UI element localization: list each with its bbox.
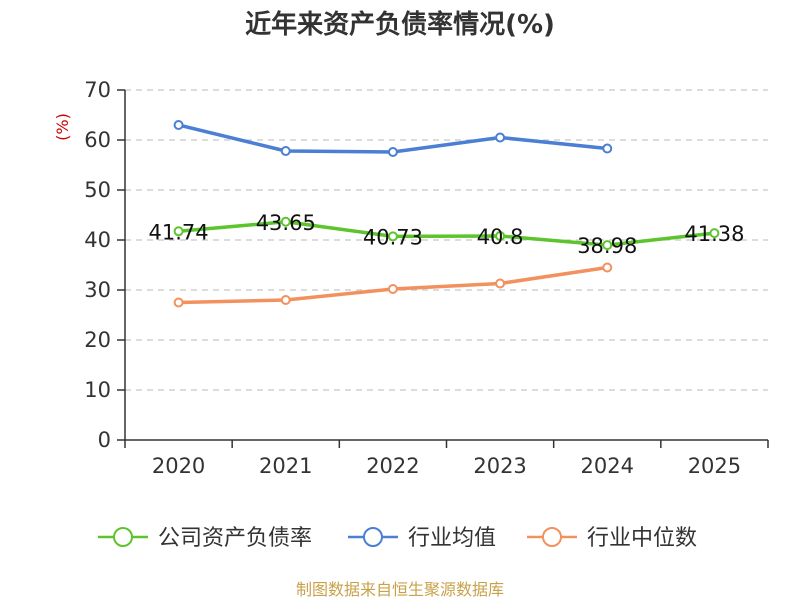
data-label: 43.65 [256, 211, 316, 235]
x-tick-label: 2023 [473, 454, 526, 478]
series-line-0 [178, 220, 715, 247]
y-tick-label: 70 [84, 78, 111, 102]
data-label: 41.74 [149, 220, 209, 244]
data-point [602, 240, 613, 251]
data-point [387, 284, 398, 294]
data-label: 40.73 [363, 225, 423, 249]
data-label: 40.8 [477, 225, 524, 249]
y-tick-label: 50 [84, 178, 111, 202]
x-tick-label: 2024 [581, 454, 634, 478]
data-point [387, 231, 398, 242]
data-point [280, 216, 291, 227]
data-point [173, 120, 184, 130]
data-point [495, 278, 506, 289]
data-point [709, 228, 720, 239]
legend-label: 行业均值 [408, 526, 496, 551]
chart-title: 近年来资产负债率情况(%) [245, 9, 555, 40]
x-tick-label: 2021 [259, 454, 312, 478]
data-point [602, 262, 613, 273]
series [173, 120, 720, 308]
legend-marker [113, 527, 133, 547]
y-tick-label: 60 [84, 128, 111, 152]
legend-label: 行业中位数 [587, 526, 697, 551]
y-tick-label: 40 [84, 228, 111, 252]
y-axis-label: (%) [53, 113, 72, 141]
y-tick-label: 20 [84, 328, 111, 352]
x-tick-label: 2022 [366, 454, 419, 478]
data-point [173, 226, 184, 237]
x-tick-label: 2025 [688, 454, 741, 478]
grid [125, 89, 768, 391]
legend: 公司资产负债率 行业均值 行业中位数 [98, 526, 697, 551]
data-point [173, 297, 184, 308]
data-labels: 41.74 43.65 40.73 40.8 38.98 41.38 [149, 211, 745, 258]
legend-label: 公司资产负债率 [158, 526, 312, 551]
data-point [387, 147, 398, 157]
data-point [280, 146, 291, 156]
y-tick-label: 30 [84, 278, 111, 302]
legend-marker [542, 527, 562, 547]
data-point [495, 231, 506, 241]
axes: 0 10 20 30 40 50 60 70 2020 2021 2022 2023 2024 2025 [84, 78, 769, 478]
legend-marker [363, 527, 383, 547]
data-label: 38.98 [577, 234, 637, 258]
data-point [495, 132, 506, 143]
x-tick-label: 2020 [152, 454, 205, 478]
y-tick-label: 0 [98, 428, 111, 452]
data-point [602, 143, 613, 154]
y-tick-label: 10 [84, 378, 111, 402]
source-note: 制图数据来自恒生聚源数据库 [296, 580, 504, 599]
data-point [280, 295, 291, 305]
data-label: 41.38 [684, 222, 744, 246]
